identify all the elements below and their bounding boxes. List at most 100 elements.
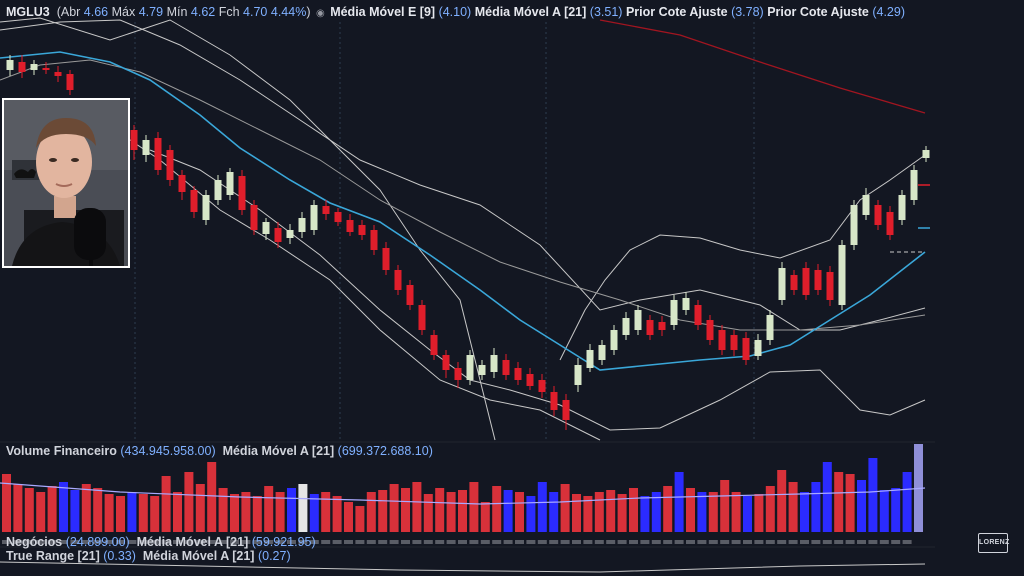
candle-body-29: [406, 285, 414, 305]
volume-bar-13: [150, 496, 160, 532]
negocios-bar-38: [435, 540, 445, 544]
candle-body-14: [226, 172, 234, 195]
change-value: 4.44%: [270, 5, 307, 19]
candle-body-66: [850, 205, 858, 245]
volume-bar-10: [116, 496, 125, 532]
negocios-bar-5: [59, 540, 68, 544]
volume-bar-0: [2, 474, 11, 532]
prior-cote-label-2[interactable]: Prior Cote Ajuste: [767, 5, 869, 19]
volume-bar-34: [389, 484, 399, 532]
bollinger-upper: [0, 19, 926, 331]
candle-body-18: [274, 228, 282, 242]
candle-body-62: [802, 268, 810, 295]
volume-value: (434.945.958.00): [120, 444, 216, 458]
volume-bar-31: [355, 506, 365, 532]
negocios-ma-value: (59.921.95): [251, 535, 316, 549]
prior-cote-label-1[interactable]: Prior Cote Ajuste: [625, 5, 728, 19]
channel-line: [99, 119, 601, 441]
negocios-bar-0: [2, 540, 11, 544]
negocios-bar-33: [378, 540, 388, 544]
volume-bar-51: [583, 496, 593, 532]
candle-body-48: [634, 310, 642, 330]
negocios-bar-28: [321, 540, 331, 544]
volume-bar-16: [184, 472, 194, 532]
candle-body-1: [18, 62, 26, 72]
negocios-bar-26: [298, 540, 308, 544]
volume-bar-4: [47, 486, 57, 532]
volume-bar-50: [572, 494, 581, 532]
negocios-bar-30: [344, 540, 353, 544]
candle-body-19: [286, 230, 294, 238]
candle-body-15: [238, 176, 246, 210]
volume-bar-35: [401, 488, 410, 532]
volume-bar-41: [469, 482, 479, 532]
sma21-value: (3.51): [589, 5, 623, 19]
negocios-bar-53: [606, 540, 616, 544]
candle-body-17: [262, 222, 270, 234]
volume-bar-18: [207, 462, 217, 532]
volume-bar-40: [458, 490, 467, 532]
candle-body-7: [142, 140, 150, 155]
ema9-label[interactable]: Média Móvel E [9]: [330, 5, 436, 19]
volume-label[interactable]: Volume Financeiro: [6, 444, 117, 458]
candle-body-54: [706, 320, 714, 340]
candle-body-70: [898, 195, 906, 220]
negocios-bar-79: [902, 540, 912, 544]
true-range-value: (0.33): [103, 549, 136, 563]
volume-bar-54: [617, 494, 627, 532]
volume-ma-line: [0, 482, 926, 505]
negocios-bar-65: [743, 540, 752, 544]
volume-bar-27: [309, 494, 319, 532]
candle-body-23: [334, 212, 342, 222]
volume-ma-label[interactable]: Média Móvel A [21]: [222, 444, 335, 458]
sma21-label[interactable]: Média Móvel A [21]: [474, 5, 587, 19]
negocios-bar-62: [708, 540, 718, 544]
negocios-bar-14: [161, 540, 171, 544]
negocios-bar-56: [640, 540, 650, 544]
true-range-legend: True Range [21] (0.33) Média Móvel A [21…: [6, 549, 291, 563]
low-value: 4.62: [190, 5, 216, 19]
candle-body-68: [874, 205, 882, 225]
volume-bar-42: [480, 502, 490, 532]
candle-body-13: [214, 180, 222, 200]
volume-bar-44: [503, 490, 513, 532]
true-range-line: [0, 561, 926, 573]
volume-bar-11: [127, 492, 137, 532]
negocios-bar-34: [389, 540, 399, 544]
true-range-ma-label[interactable]: Média Móvel A [21]: [142, 549, 255, 563]
negocios-bar-47: [537, 540, 547, 544]
open-value: 4.66: [83, 5, 109, 19]
candle-body-63: [814, 270, 822, 290]
candle-body-5: [66, 74, 74, 90]
negocios-bar-72: [822, 540, 832, 544]
volume-bar-17: [195, 484, 205, 532]
volume-bar-23: [264, 486, 274, 532]
volume-bar-8: [93, 488, 103, 532]
volume-bar-70: [800, 492, 809, 532]
volume-bar-3: [36, 492, 46, 532]
negocios-bar-40: [458, 540, 467, 544]
candle-body-30: [418, 305, 426, 330]
volume-bar-56: [640, 496, 650, 532]
candle-body-36: [490, 355, 498, 372]
candle-body-60: [778, 268, 786, 300]
negocios-bar-76: [868, 540, 878, 544]
negocios-bar-1: [13, 540, 23, 544]
sma-thin-line: [0, 59, 926, 331]
negocios-ma-label[interactable]: Média Móvel A [21]: [136, 535, 249, 549]
negocios-bar-51: [583, 540, 593, 544]
candle-body-42: [562, 400, 570, 420]
volume-bar-39: [446, 492, 456, 532]
volume-bar-30: [344, 502, 353, 532]
negocios-bar-37: [423, 540, 433, 544]
volume-bar-6: [70, 490, 80, 532]
volume-bar-26: [298, 484, 308, 532]
eye-icon[interactable]: ◉: [315, 8, 325, 19]
true-range-label[interactable]: True Range [21]: [6, 549, 100, 563]
candle-body-71: [910, 170, 918, 200]
symbol-name[interactable]: MGLU3: [6, 5, 50, 19]
bollinger-mid: [559, 154, 926, 361]
volume-bar-21: [241, 492, 251, 532]
negocios-label[interactable]: Negócios: [6, 535, 63, 549]
